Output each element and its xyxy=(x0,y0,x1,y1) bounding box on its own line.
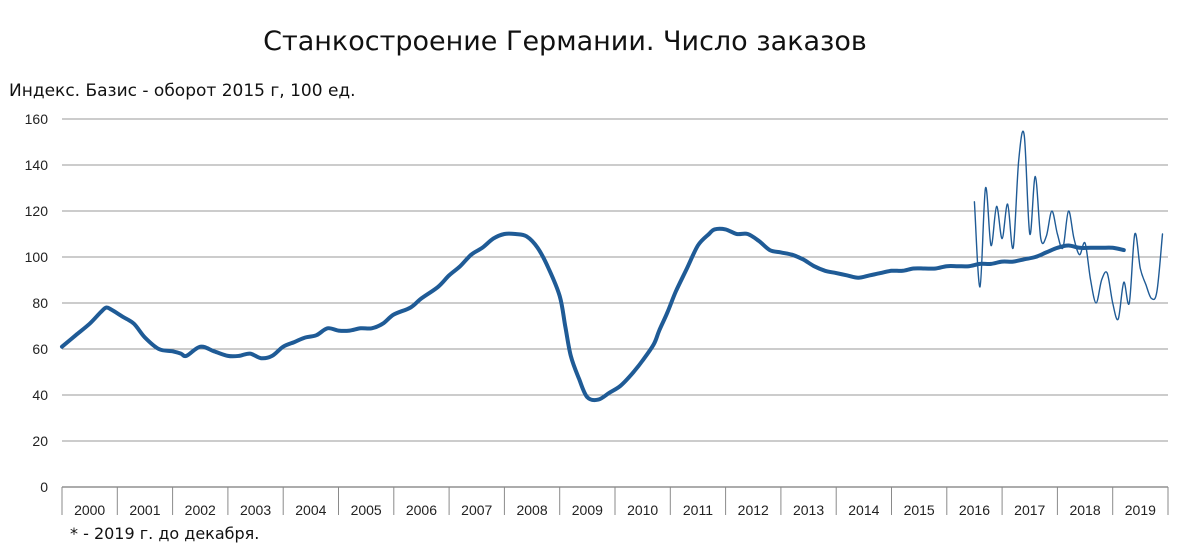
x-tick-label: 2010 xyxy=(627,502,658,518)
y-tick-label: 120 xyxy=(25,203,49,219)
chart-title: Станкостроение Германии. Число заказов xyxy=(263,26,867,57)
y-tick-label: 140 xyxy=(25,157,49,173)
x-tick-label: 2001 xyxy=(129,502,160,518)
x-tick-label: 2019 xyxy=(1125,502,1156,518)
y-tick-label: 40 xyxy=(32,387,48,403)
x-tick-label: 2016 xyxy=(959,502,990,518)
series-line-smoothed xyxy=(60,226,1126,403)
x-tick-label: 2011 xyxy=(683,502,713,518)
x-tick-label: 2008 xyxy=(516,502,547,518)
series-lines xyxy=(60,130,1164,403)
x-tick-label: 2014 xyxy=(848,502,879,518)
y-tick-labels: 0 20 40 60 80 100 120 140 160 xyxy=(25,111,49,495)
y-axis-label: Индекс. Базис - оборот 2015 г, 100 ед. xyxy=(9,81,356,101)
y-tick-label: 20 xyxy=(32,433,48,449)
x-tick-label: 2015 xyxy=(904,502,935,518)
y-tick-label: 80 xyxy=(32,295,48,311)
x-tick-label: 2004 xyxy=(295,502,326,518)
y-tick-label: 0 xyxy=(40,479,48,495)
x-tick-label: 2007 xyxy=(461,502,492,518)
x-tick-label: 2000 xyxy=(74,502,105,518)
gridlines xyxy=(62,118,1168,442)
x-tick-label: 2018 xyxy=(1069,502,1100,518)
footnote: * - 2019 г. до декабря. xyxy=(70,524,260,543)
y-tick-label: 160 xyxy=(25,111,49,127)
series-line-monthly xyxy=(973,130,1164,321)
x-tick-label: 2003 xyxy=(240,502,271,518)
x-tick-label: 2017 xyxy=(1014,502,1045,518)
x-tick-label: 2005 xyxy=(351,502,382,518)
x-tick-label: 2002 xyxy=(185,502,216,518)
x-tick-label: 2006 xyxy=(406,502,437,518)
x-tick-label: 2013 xyxy=(793,502,824,518)
x-axis: 2000 2001 2002 2003 2004 2005 2006 2007 2008 2009… xyxy=(61,486,1169,518)
x-tick-label: 2009 xyxy=(572,502,603,518)
y-tick-label: 60 xyxy=(32,341,48,357)
y-tick-label: 100 xyxy=(25,249,49,265)
x-tick-label: 2012 xyxy=(738,502,769,518)
